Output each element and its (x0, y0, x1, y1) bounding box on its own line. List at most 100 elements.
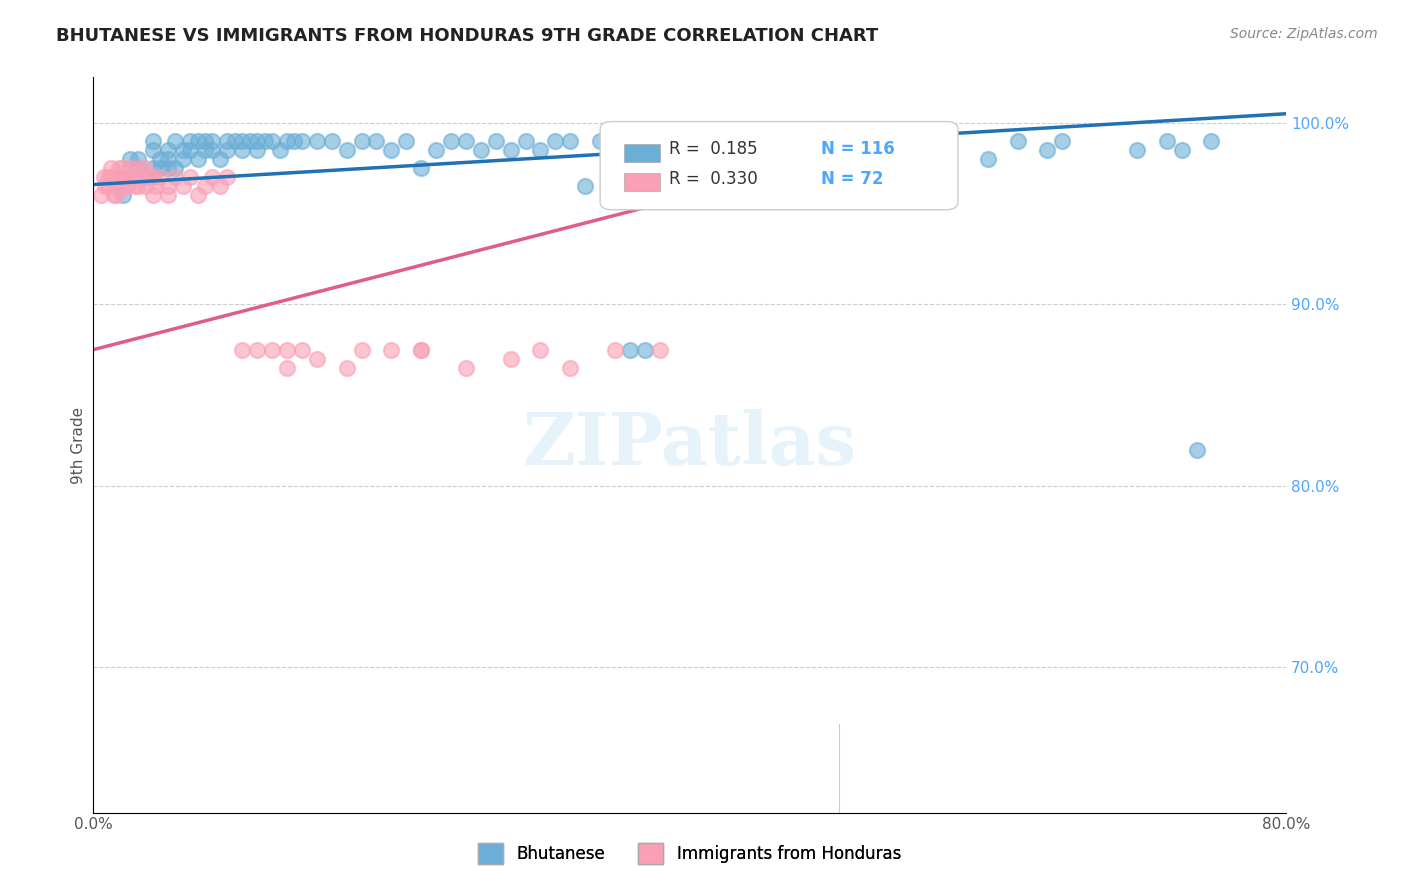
Point (217, 134, 239, 148)
Point (634, 343, 657, 357)
Point (187, 152, 209, 166)
Point (350, 134, 373, 148)
Point (217, 170, 239, 185)
Point (201, 170, 224, 185)
Point (111, 179, 134, 194)
Point (560, 360, 582, 375)
Point (827, 143, 849, 157)
Text: N = 116: N = 116 (821, 140, 894, 159)
Point (262, 134, 284, 148)
Point (276, 360, 298, 375)
Point (111, 170, 134, 185)
Point (903, 134, 925, 148)
Point (253, 134, 276, 148)
Point (499, 351, 522, 366)
Point (187, 188, 209, 202)
Point (813, 134, 835, 148)
Point (239, 134, 262, 148)
Point (142, 161, 165, 176)
Point (172, 152, 194, 166)
Point (262, 343, 284, 357)
Point (142, 143, 165, 157)
Point (120, 152, 142, 166)
Point (380, 143, 402, 157)
Point (425, 143, 447, 157)
Point (752, 134, 775, 148)
Point (470, 143, 492, 157)
FancyBboxPatch shape (624, 173, 659, 192)
Point (246, 343, 269, 357)
Point (179, 170, 201, 185)
Point (269, 143, 291, 157)
Point (134, 170, 156, 185)
Point (1185, 442, 1208, 457)
Point (156, 188, 179, 202)
Point (145, 179, 167, 194)
Text: BHUTANESE VS IMMIGRANTS FROM HONDURAS 9TH GRADE CORRELATION CHART: BHUTANESE VS IMMIGRANTS FROM HONDURAS 9T… (56, 27, 879, 45)
Point (122, 170, 145, 185)
Point (149, 161, 172, 176)
Point (499, 143, 522, 157)
Point (678, 170, 700, 185)
Point (231, 134, 253, 148)
Point (619, 343, 641, 357)
Point (127, 179, 149, 194)
FancyBboxPatch shape (600, 121, 957, 210)
Text: N = 72: N = 72 (821, 169, 883, 188)
Point (321, 134, 343, 148)
Point (208, 179, 231, 194)
Point (179, 143, 201, 157)
Point (127, 161, 149, 176)
Point (142, 134, 165, 148)
Text: ZIPatlas: ZIPatlas (523, 409, 856, 481)
Point (515, 134, 537, 148)
Point (201, 134, 224, 148)
Point (107, 161, 129, 176)
Point (129, 170, 152, 185)
Point (783, 134, 806, 148)
Point (1201, 134, 1223, 148)
Point (187, 134, 209, 148)
Point (603, 143, 626, 157)
Point (165, 134, 187, 148)
Point (97, 179, 120, 194)
Point (305, 134, 328, 148)
Point (1052, 134, 1074, 148)
Point (149, 152, 172, 166)
Point (111, 161, 134, 176)
Point (664, 134, 686, 148)
Point (887, 143, 910, 157)
Point (117, 179, 139, 194)
Point (768, 143, 790, 157)
Point (366, 134, 388, 148)
Point (103, 188, 125, 202)
Point (111, 188, 134, 202)
FancyBboxPatch shape (624, 144, 659, 162)
Point (231, 343, 253, 357)
Point (165, 161, 187, 176)
Point (858, 143, 880, 157)
Point (156, 179, 179, 194)
Point (395, 134, 418, 148)
Point (224, 134, 246, 148)
Point (411, 161, 433, 176)
Point (738, 134, 761, 148)
Point (305, 351, 328, 366)
Point (194, 143, 217, 157)
Point (100, 161, 122, 176)
Point (648, 343, 671, 357)
Point (276, 343, 298, 357)
Point (454, 360, 477, 375)
Point (127, 152, 149, 166)
Point (217, 143, 239, 157)
Point (120, 170, 142, 185)
Point (172, 143, 194, 157)
Point (100, 170, 122, 185)
Point (231, 143, 253, 157)
Point (693, 143, 716, 157)
Point (842, 134, 865, 148)
Point (678, 134, 700, 148)
Point (149, 170, 172, 185)
Point (723, 143, 745, 157)
Point (97, 170, 120, 185)
